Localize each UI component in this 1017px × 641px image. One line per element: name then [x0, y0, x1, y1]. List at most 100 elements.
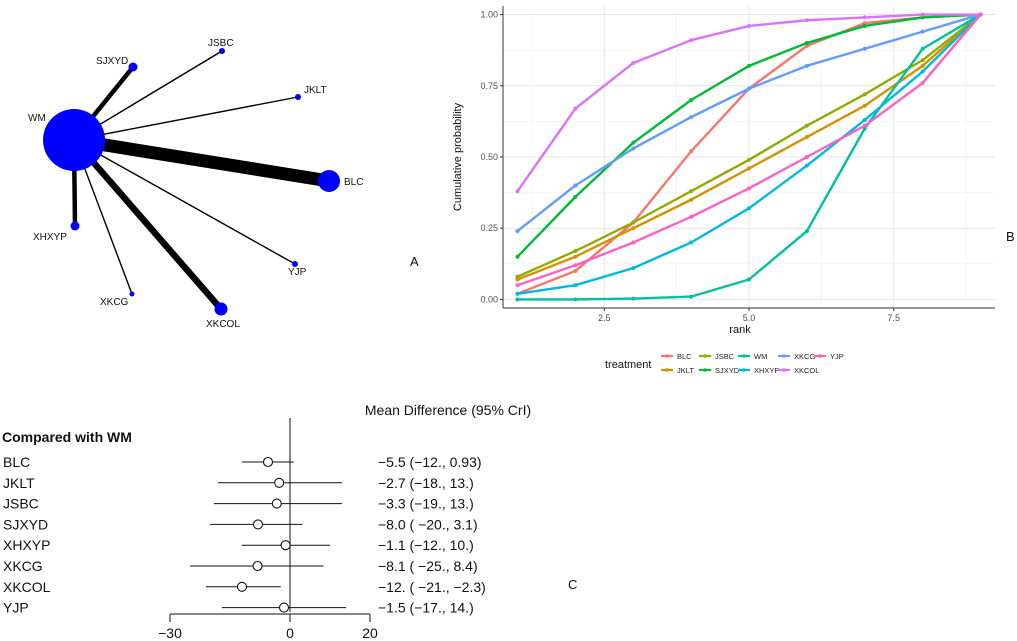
x-axis-title: rank	[729, 324, 751, 336]
point-xhxyp	[920, 69, 925, 74]
point-yjp	[747, 186, 751, 191]
point-sjxyd	[515, 254, 520, 259]
panel-label-c: C	[568, 577, 577, 592]
point-estimate-xhxyp	[280, 540, 291, 551]
point-blc	[804, 43, 809, 48]
network-plot: WM BLC JSBC JKLT SJXYD XHXYP XKCG XKCOL YJP A	[28, 38, 419, 330]
legend-key-point-jklt	[665, 368, 669, 372]
point-jsbc	[631, 220, 636, 225]
point-jklt	[862, 103, 867, 108]
node-xkcol	[214, 302, 228, 316]
point-sjxyd	[920, 15, 925, 20]
point-xkcol	[515, 189, 520, 194]
x-tick-label: 2.5	[598, 313, 611, 323]
point-estimate-xkcol	[236, 581, 248, 592]
point-jklt	[689, 197, 694, 202]
point-sjxyd	[747, 63, 751, 68]
point-sjxyd	[631, 140, 636, 145]
edge-wm-jklt	[73, 96, 299, 141]
forest-row-label-jsbc: JSBC	[3, 496, 39, 512]
point-yjp	[978, 12, 983, 17]
legend-label-jsbc: JSBC	[715, 352, 735, 361]
node-label-blc: BLC	[344, 177, 363, 188]
point-yjp	[804, 155, 809, 159]
legend-label-wm: WM	[754, 352, 767, 361]
legend-label-xkcol: XKCOL	[794, 366, 819, 375]
point-xhxyp	[573, 283, 578, 288]
point-xkcol	[747, 23, 751, 28]
x-tick-labels: 2.5 5.0 7.5	[598, 313, 900, 323]
point-yjp	[862, 123, 867, 128]
point-yjp	[920, 80, 925, 85]
point-xhxyp	[747, 206, 751, 211]
y-tick-label: 0.25	[480, 223, 498, 233]
legend-key-point-yjp	[818, 354, 822, 358]
point-wm	[515, 297, 520, 302]
point-xkcg	[747, 86, 751, 91]
point-jsbc	[804, 123, 809, 128]
point-xhxyp	[689, 240, 694, 245]
point-xhxyp	[804, 163, 809, 168]
node-label-sjxyd: SJXYD	[96, 56, 128, 67]
forest-tick-label: 0	[286, 625, 294, 641]
legend-label-sjxyd: SJXYD	[715, 366, 740, 375]
point-xkcg	[515, 229, 520, 234]
y-tick-labels: 0.00 0.25 0.50 0.75 1.00	[480, 10, 498, 305]
node-blc	[318, 170, 340, 192]
point-xkcol	[573, 106, 578, 111]
point-yjp	[689, 214, 694, 219]
point-xhxyp	[515, 291, 520, 296]
point-wm	[631, 296, 636, 301]
point-jsbc	[747, 157, 751, 162]
point-xhxyp	[631, 266, 636, 271]
legend-key-point-xhxyp	[742, 368, 746, 372]
edge-wm-blc	[72, 133, 331, 188]
node-wm	[43, 109, 105, 171]
forest-row-label-xkcg: XKCG	[3, 558, 43, 574]
y-tick-label: 0.75	[480, 81, 498, 91]
edge-wm-xkcol	[71, 137, 224, 312]
forest-row-label-sjxyd: SJXYD	[3, 516, 48, 532]
axes	[500, 6, 995, 311]
estimate-label-jklt: −2.7 (−18., 13.)	[378, 475, 474, 491]
forest-row-label-yjp: YJP	[3, 600, 29, 616]
point-jklt	[747, 166, 751, 171]
point-xkcol	[689, 38, 694, 43]
legend-label-xkcg: XKCG	[794, 352, 815, 361]
point-estimate-jsbc	[271, 498, 282, 509]
estimate-label-xkcol: −12. ( −21., −2.3)	[378, 579, 486, 595]
point-wm	[804, 229, 809, 234]
estimate-label-yjp: −1.5 (−17., 14.)	[378, 600, 474, 616]
point-xhxyp	[862, 117, 867, 122]
forest-tick-label: −30	[158, 625, 182, 641]
point-wm	[862, 126, 867, 131]
node-jklt	[295, 94, 301, 100]
node-label-xkcol: XKCOL	[206, 319, 240, 330]
point-wm	[573, 297, 578, 302]
forest-row-label-jklt: JKLT	[3, 475, 35, 491]
point-wm	[920, 46, 925, 51]
forest-row-label-xkcol: XKCOL	[3, 579, 51, 595]
legend-key-point-wm	[742, 354, 746, 358]
node-label-jsbc: JSBC	[208, 38, 234, 49]
point-xkcol	[862, 15, 867, 20]
x-tick-label: 7.5	[887, 313, 900, 323]
point-jsbc	[515, 274, 520, 279]
point-wm	[689, 294, 694, 299]
forest-row-label-xhxyp: XHXYP	[3, 537, 50, 553]
node-label-jklt: JKLT	[304, 85, 327, 96]
legend: BLC JKLT JSBC SJXYD WM XHXYP XKCG XKCOL YJP	[661, 352, 844, 375]
point-xkcg	[862, 46, 867, 51]
point-estimate-jklt	[274, 477, 285, 488]
network-node-labels: WM BLC JSBC JKLT SJXYD XHXYP XKCG XKCOL YJP	[28, 38, 363, 330]
legend-key-point-xkcg	[782, 354, 786, 358]
forest-row-label-blc: BLC	[3, 454, 30, 470]
point-estimate-xkcg	[252, 560, 263, 572]
node-xkcg	[129, 291, 135, 297]
estimate-label-jsbc: −3.3 (−19., 13.)	[378, 496, 474, 512]
forest-title: Mean Difference (95% CrI)	[365, 402, 531, 418]
point-estimate-yjp	[278, 602, 290, 613]
point-xkcg	[804, 63, 809, 68]
legend-label-xhxyp: XHXYP	[754, 366, 779, 375]
